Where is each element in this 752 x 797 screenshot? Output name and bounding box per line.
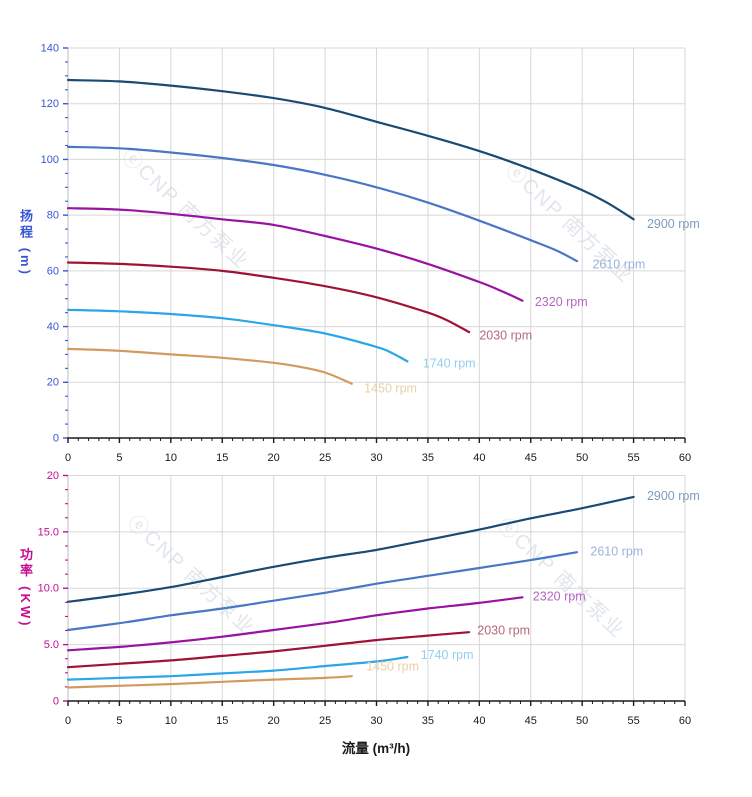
power-chart-x-tick-label: 10: [165, 715, 177, 727]
power-chart-x-tick-label: 5: [116, 715, 122, 727]
head-axis-title: 扬程 (m): [18, 209, 33, 277]
power-chart-x-tick-label: 35: [422, 715, 434, 727]
flow-axis-title: 流量 (m³/h): [341, 741, 411, 756]
power-chart-y-tick-label: 15.0: [38, 526, 59, 538]
power-chart-y-tick-label: 10.0: [38, 583, 59, 595]
power-chart-x-tick-label: 0: [65, 715, 71, 727]
power-chart-curve-1740-rpm: [66, 655, 409, 681]
head-chart-y-tick-label: 80: [47, 210, 59, 222]
head-chart-x-tick-label: 60: [679, 452, 691, 464]
head-chart-y-tick-label: 100: [41, 154, 59, 166]
power-chart-series-label-2900-rpm: 2900 rpm: [647, 489, 700, 503]
power-chart-x-tick-label: 30: [370, 715, 382, 727]
power-chart-series-label-2610-rpm: 2610 rpm: [590, 544, 643, 558]
power-chart-x-tick-label: 20: [268, 715, 280, 727]
head-chart-x-tick-label: 25: [319, 452, 331, 464]
head-chart-y-tick-label: 0: [53, 432, 59, 444]
power-chart-x-tick-label: 50: [576, 715, 588, 727]
head-chart-y-tick-label: 60: [47, 265, 59, 277]
head-chart-series-label-2610-rpm: 2610 rpm: [592, 258, 645, 272]
head-chart-series-label-2030-rpm: 2030 rpm: [479, 329, 532, 343]
head-chart-curve-1740-rpm: [66, 308, 409, 363]
power-chart-curve-2610-rpm: [66, 551, 579, 632]
power-chart-curve-2030-rpm: [66, 631, 471, 669]
head-chart-y-tick-label: 40: [47, 321, 59, 333]
head-chart-x-tick-label: 35: [422, 452, 434, 464]
head-chart-series-label-1740-rpm: 1740 rpm: [423, 356, 476, 370]
head-chart-x-tick-label: 55: [627, 452, 639, 464]
head-chart-curve-2900-rpm: [66, 78, 635, 221]
power-chart-curve-1450-rpm: [66, 675, 353, 689]
head-chart-curve-2320-rpm: [66, 207, 524, 302]
head-chart-x-tick-label: 40: [473, 452, 485, 464]
head-chart-series-label-1450-rpm: 1450 rpm: [364, 382, 417, 396]
power-chart-series-label-2030-rpm: 2030 rpm: [477, 623, 530, 637]
power-chart-curve-2320-rpm: [66, 596, 524, 652]
power-chart-y-tick-label: 0: [53, 695, 59, 707]
power-chart-x-tick-label: 45: [525, 715, 537, 727]
power-chart-series-label-2320-rpm: 2320 rpm: [533, 590, 586, 604]
power-chart-curve-2900-rpm: [66, 495, 635, 603]
power-chart-series-label-1450-rpm: 1450 rpm: [366, 659, 419, 673]
head-chart-series-label-2320-rpm: 2320 rpm: [535, 295, 588, 309]
head-chart-x-tick-label: 45: [525, 452, 537, 464]
power-chart-series-label-1740-rpm: 1740 rpm: [421, 648, 474, 662]
power-axis-title: 功率 (KW): [18, 547, 33, 629]
power-chart-x-tick-label: 15: [216, 715, 228, 727]
head-chart-x-tick-label: 10: [165, 452, 177, 464]
power-chart-x-tick-label: 60: [679, 715, 691, 727]
head-chart-x-tick-label: 15: [216, 452, 228, 464]
head-chart-y-tick-label: 20: [47, 377, 59, 389]
head-chart-x-tick-label: 30: [370, 452, 382, 464]
head-chart-curve-2030-rpm: [66, 261, 471, 334]
head-chart-x-tick-label: 50: [576, 452, 588, 464]
head-chart-x-tick-label: 5: [116, 452, 122, 464]
head-chart-curve-1450-rpm: [66, 347, 353, 385]
power-chart-x-tick-label: 55: [627, 715, 639, 727]
head-chart-y-tick-label: 120: [41, 98, 59, 110]
power-chart-y-tick-label: 5.0: [44, 639, 59, 651]
power-chart-x-tick-label: 25: [319, 715, 331, 727]
power-chart-y-tick-label: 20: [47, 470, 59, 482]
watermark-text: ⓔCNP 南方泵业: [117, 144, 254, 274]
head-chart-curve-2610-rpm: [66, 145, 579, 263]
head-chart-y-tick-label: 140: [41, 42, 59, 54]
head-chart-x-tick-label: 0: [65, 452, 71, 464]
head-chart-x-tick-label: 20: [268, 452, 280, 464]
power-chart-x-tick-label: 40: [473, 715, 485, 727]
head-chart-series-label-2900-rpm: 2900 rpm: [647, 217, 700, 231]
